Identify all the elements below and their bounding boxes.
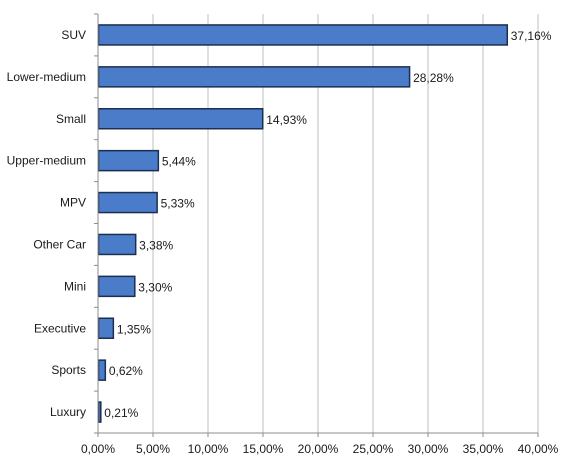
- category-label: Executive: [34, 321, 86, 335]
- category-labels: SUV Lower-medium Small Upper-medium MPV Other…: [7, 28, 87, 419]
- category-label: Luxury: [50, 405, 86, 419]
- category-label: Lower-medium: [7, 70, 86, 84]
- bar: [97, 233, 137, 256]
- category-label: Sports: [51, 363, 86, 377]
- category-label: MPV: [60, 196, 86, 210]
- category-label: Small: [56, 112, 86, 126]
- category-label: Upper-medium: [7, 154, 86, 168]
- x-tick-label: 25,00%: [353, 442, 394, 456]
- bar: [97, 108, 264, 130]
- data-label: 5,44%: [162, 155, 196, 169]
- category-label: SUV: [61, 28, 86, 42]
- data-label: 1,35%: [117, 322, 151, 336]
- axes: [94, 13, 539, 437]
- data-label: 0,62%: [109, 364, 143, 378]
- x-tick-label: 30,00%: [408, 442, 449, 456]
- data-label: 37,16%: [511, 29, 552, 43]
- category-label: Other Car: [33, 237, 86, 251]
- category-label: Mini: [64, 279, 86, 293]
- bar: [97, 317, 115, 339]
- data-label: 3,30%: [138, 280, 172, 294]
- bar: [97, 24, 509, 46]
- x-tick-label: 10,00%: [188, 442, 229, 456]
- x-tick-label: 5,00%: [136, 442, 170, 456]
- x-tick-label: 0,00%: [81, 442, 115, 456]
- bar: [97, 275, 136, 298]
- bar: [97, 359, 107, 381]
- bars: [97, 24, 509, 423]
- data-labels: 37,16% 28,28% 14,93% 5,44% 5,33% 3,38% 3,30% 1,…: [104, 29, 551, 420]
- bar: [97, 191, 158, 214]
- x-tick-label: 40,00%: [518, 442, 559, 456]
- x-tick-label: 35,00%: [463, 442, 504, 456]
- data-label: 3,38%: [139, 238, 173, 252]
- bar: [97, 66, 411, 88]
- bar: [97, 401, 102, 423]
- x-tick-label: 15,00%: [243, 442, 284, 456]
- data-label: 14,93%: [266, 113, 307, 127]
- data-label: 0,21%: [104, 406, 138, 420]
- x-tick-label: 20,00%: [298, 442, 339, 456]
- x-tick-labels: 0,00% 5,00% 10,00% 15,00% 20,00% 25,00% 30,00%…: [81, 442, 559, 456]
- data-label: 5,33%: [161, 197, 195, 211]
- data-label: 28,28%: [413, 71, 454, 85]
- bar: [97, 149, 160, 172]
